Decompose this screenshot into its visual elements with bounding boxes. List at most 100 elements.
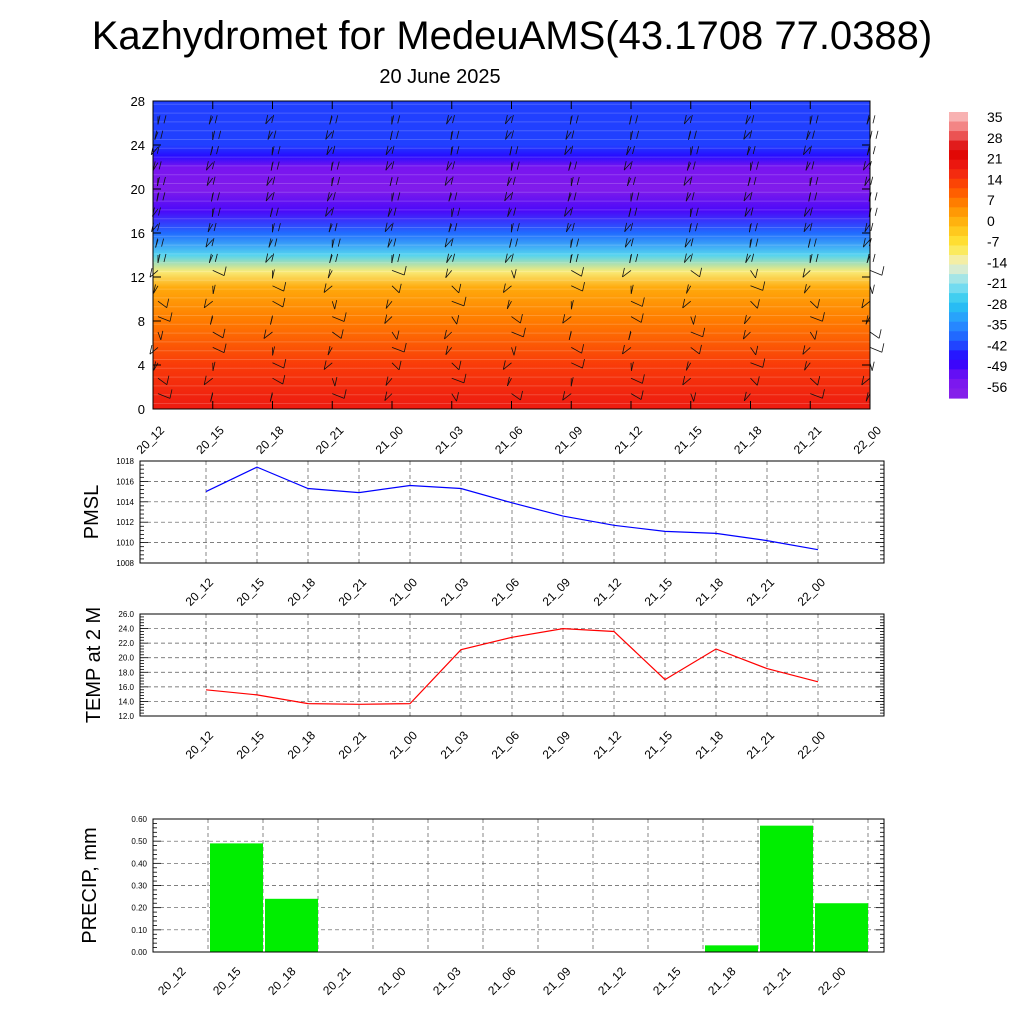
wind-barb-flag (458, 360, 462, 370)
wind-barb (630, 316, 642, 323)
wind-barb-flag (331, 207, 334, 216)
wind-barb-flag (393, 207, 397, 216)
heatmap-xtick-label: 21_06 (492, 423, 526, 457)
wind-barb (157, 377, 168, 385)
wind-barb (157, 393, 171, 399)
wind-barb (750, 377, 758, 386)
wind-barb (684, 239, 692, 248)
wind-barb-flag (332, 192, 336, 201)
colorbar-cell (949, 359, 968, 370)
wind-barb (153, 362, 159, 371)
precip-ytick-label: 0.60 (131, 815, 147, 824)
colorbar-cell (949, 121, 968, 132)
wind-barb-flag (742, 329, 746, 340)
wind-barb-flag (815, 176, 819, 186)
wind-barb-flag (275, 207, 279, 216)
wind-barb-flag (695, 207, 699, 216)
pmsl-xtick-label: 21_15 (642, 575, 676, 609)
wind-barb (444, 177, 453, 186)
heatmap-xtick-label: 21_00 (373, 423, 407, 457)
wind-barb-flag (570, 238, 574, 248)
colorbar-cell (949, 188, 968, 199)
wind-barb-flag (153, 361, 157, 371)
wind-barb (682, 377, 692, 386)
heatmap-ytick-label: 8 (138, 314, 145, 329)
wind-barb (685, 362, 692, 371)
wind-barb-flag (506, 176, 510, 186)
wind-barb (750, 285, 763, 291)
wind-barb-flag (752, 145, 756, 155)
wind-barb-flag (743, 391, 747, 401)
wind-barb-flag (323, 283, 327, 293)
wind-barb-flag (751, 253, 755, 262)
wind-barb-flag (504, 114, 508, 125)
wind-barb (571, 270, 582, 277)
colorbar-cell (949, 226, 968, 237)
wind-barb-flag (334, 223, 338, 232)
wind-barb (511, 331, 524, 338)
wind-barb-flag (744, 207, 748, 217)
wind-barb (323, 285, 333, 293)
temp-xtick-label: 21_09 (540, 728, 574, 762)
wind-barb-flag (510, 253, 514, 262)
wind-barb (630, 377, 643, 384)
temp-xtick-label: 21_00 (387, 728, 421, 762)
wind-barb-flag (516, 161, 520, 170)
precip-xtick-label: 21_09 (540, 964, 574, 998)
wind-barb (446, 254, 453, 263)
pmsl-xtick-label: 21_18 (693, 575, 727, 609)
wind-barb-flag (210, 315, 213, 325)
wind-barb-flag (502, 283, 506, 293)
precip-ylabel: PRECIP, mm (79, 827, 101, 943)
colorbar-label: 35 (987, 109, 1003, 125)
temp-xtick-label: 21_15 (642, 728, 676, 762)
precip-xtick-label: 20_18 (265, 964, 299, 998)
wind-barb-flag (682, 375, 686, 386)
pmsl-ytick-label: 1018 (116, 457, 134, 466)
wind-barb-flag (330, 161, 334, 171)
wind-barb-flag (162, 192, 166, 201)
wind-barb-flag (809, 115, 813, 125)
wind-barb (212, 347, 225, 353)
wind-barb-flag (205, 161, 209, 171)
wind-barb-flag (211, 207, 215, 217)
wind-barb-flag (628, 330, 632, 340)
temp-xtick-label: 21_12 (591, 728, 625, 762)
wind-barb-flag (749, 238, 753, 248)
pmsl-frame (139, 460, 885, 564)
wind-barb-flag (156, 145, 160, 154)
precip-ytick-label: 0.00 (131, 948, 147, 957)
wind-barb-flag (391, 115, 395, 125)
wind-barb (153, 285, 159, 294)
wind-barb-flag (272, 223, 275, 233)
wind-barb-flag (523, 327, 526, 337)
wind-barb-flag (520, 390, 523, 401)
colorbar-cell (949, 378, 968, 390)
wind-barb-flag (271, 191, 275, 201)
precip-xtick-label: 21_12 (595, 964, 629, 998)
wind-barb-flag (385, 376, 389, 386)
wind-barb-flag (690, 146, 694, 156)
wind-barb (149, 270, 159, 278)
wind-barb-flag (163, 115, 167, 124)
wind-barb (206, 162, 214, 171)
colorbar-label: -28 (987, 296, 1007, 312)
wind-barb-flag (269, 207, 273, 217)
wind-barb-flag (337, 176, 341, 186)
wind-barb-flag (335, 115, 339, 124)
wind-barb-flag (507, 376, 510, 386)
wind-barb-flag (632, 145, 635, 155)
wind-barb-flag (682, 298, 686, 309)
wind-barb (157, 300, 167, 309)
wind-barb (326, 146, 333, 156)
wind-barb (325, 131, 333, 140)
wind-barb (690, 316, 694, 325)
precip-ytick-label: 0.20 (131, 904, 147, 913)
wind-barb-flag (448, 223, 452, 233)
wind-barb-flag (458, 283, 462, 293)
wind-barb-flag (451, 207, 455, 217)
wind-barb-flag (809, 145, 812, 154)
wind-barb-flag (157, 176, 160, 187)
wind-barb-flag (808, 192, 812, 202)
wind-barb-flag (450, 146, 454, 156)
